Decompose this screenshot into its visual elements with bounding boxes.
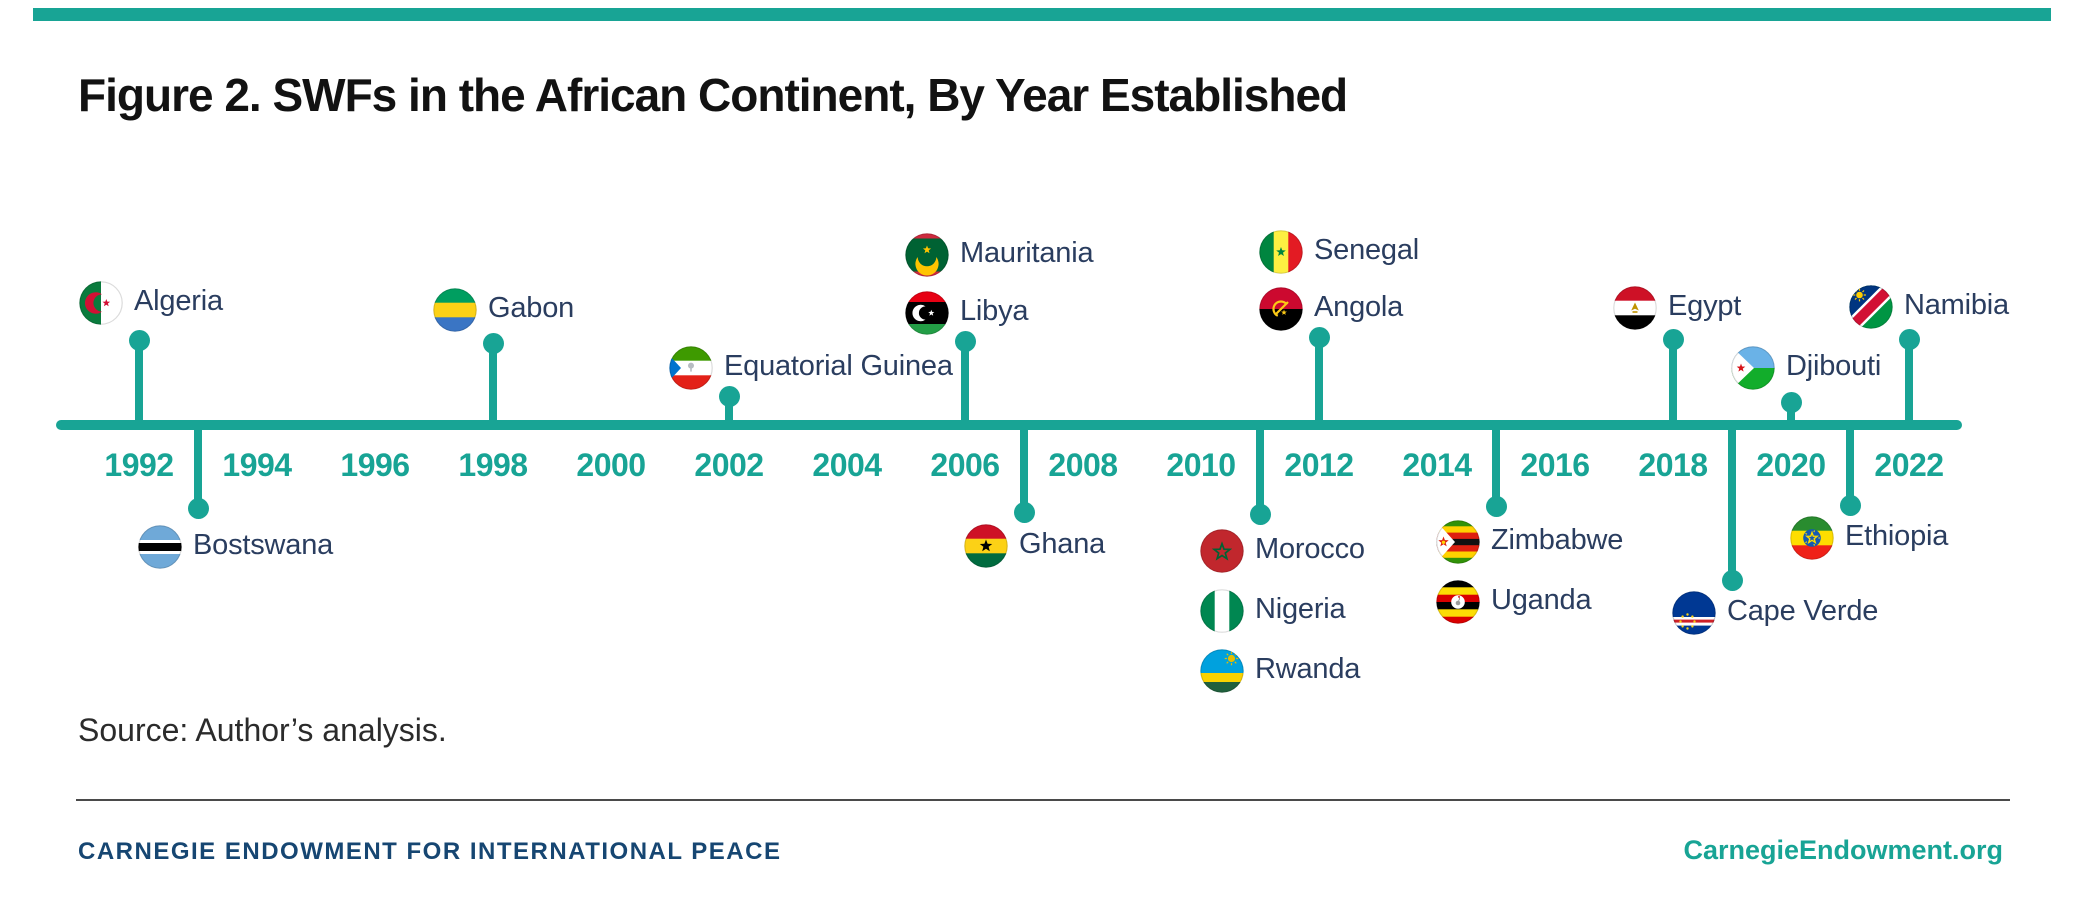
gabon-flag-icon <box>433 288 477 332</box>
country-label: Egypt <box>1668 290 1742 322</box>
year-tick-label: 2000 <box>576 447 646 483</box>
country-label: Senegal <box>1314 234 1420 266</box>
country-label: Cape Verde <box>1727 595 1879 627</box>
timeline-stem <box>961 341 969 420</box>
mauritania-flag-icon <box>905 233 949 277</box>
country-label: Bostswana <box>193 529 334 561</box>
year-tick-label: 2018 <box>1638 447 1708 483</box>
senegal-flag-icon <box>1259 230 1303 274</box>
egypt-flag-icon <box>1613 286 1657 330</box>
country-label: Rwanda <box>1255 653 1361 685</box>
country-label: Equatorial Guinea <box>724 350 953 382</box>
year-tick-label: 2012 <box>1284 447 1354 483</box>
ghana-flag-icon <box>964 524 1008 568</box>
country-label: Uganda <box>1491 584 1592 616</box>
djibouti-flag-icon <box>1731 346 1775 390</box>
country-label: Djibouti <box>1786 350 1882 382</box>
zimbabwe-flag-icon <box>1436 520 1480 564</box>
timeline-dot <box>1485 495 1507 517</box>
timeline-stem <box>725 396 733 420</box>
botswana-flag-icon <box>138 525 182 569</box>
timeline-dot <box>954 330 976 352</box>
timeline-stem <box>1905 339 1913 420</box>
year-tick-label: 2004 <box>812 447 882 483</box>
year-tick-label: 2016 <box>1520 447 1590 483</box>
timeline-dot <box>187 497 209 519</box>
figure-top-accent-bar <box>33 8 2051 21</box>
timeline-dot <box>1839 494 1861 516</box>
country-label: Libya <box>960 295 1029 327</box>
year-tick-label: 2022 <box>1874 447 1944 483</box>
timeline-stem <box>1492 430 1500 506</box>
timeline-stem <box>1669 339 1677 420</box>
timeline-dot <box>482 332 504 354</box>
timeline-stem <box>1846 430 1854 505</box>
footer-divider <box>76 799 2010 801</box>
country-label: Nigeria <box>1255 593 1346 625</box>
country-label: Namibia <box>1904 289 2009 321</box>
footer-org-name: CARNEGIE ENDOWMENT FOR INTERNATIONAL PEA… <box>78 838 782 865</box>
year-tick-label: 1998 <box>458 447 528 483</box>
year-tick-label: 2008 <box>1048 447 1118 483</box>
country-label: Morocco <box>1255 533 1365 565</box>
timeline-stem <box>1020 430 1028 512</box>
timeline-axis-line <box>56 420 1962 430</box>
rwanda-flag-icon <box>1200 649 1244 693</box>
uganda-flag-icon <box>1436 580 1480 624</box>
timeline-dot <box>1780 391 1802 413</box>
morocco-flag-icon <box>1200 529 1244 573</box>
namibia-flag-icon <box>1849 285 1893 329</box>
timeline-dot <box>128 329 150 351</box>
country-label: Angola <box>1314 291 1404 323</box>
year-tick-label: 2014 <box>1402 447 1472 483</box>
year-tick-label: 2002 <box>694 447 764 483</box>
year-tick-label: 1992 <box>104 447 174 483</box>
timeline-dot <box>1898 328 1920 350</box>
country-label: Ethiopia <box>1845 520 1949 552</box>
timeline-stem <box>194 430 202 508</box>
year-tick-label: 1996 <box>340 447 410 483</box>
country-label: Algeria <box>134 285 223 317</box>
timeline-stem <box>1315 337 1323 420</box>
timeline-dot <box>1721 569 1743 591</box>
source-note: Source: Author’s analysis. <box>78 712 447 748</box>
country-label: Gabon <box>488 292 575 324</box>
ethiopia-flag-icon <box>1790 516 1834 560</box>
timeline-dot <box>1308 326 1330 348</box>
timeline-dot <box>718 385 740 407</box>
year-tick-label: 1994 <box>222 447 292 483</box>
country-label: Mauritania <box>960 237 1094 269</box>
country-label: Ghana <box>1019 528 1106 560</box>
angola-flag-icon <box>1259 287 1303 331</box>
timeline-stem <box>489 343 497 420</box>
timeline-stem <box>135 340 143 420</box>
year-tick-label: 2010 <box>1166 447 1236 483</box>
equatorial-guinea-flag-icon <box>669 346 713 390</box>
timeline-dot <box>1662 328 1684 350</box>
nigeria-flag-icon <box>1200 589 1244 633</box>
country-label: Zimbabwe <box>1491 524 1624 556</box>
algeria-flag-icon <box>79 281 123 325</box>
libya-flag-icon <box>905 291 949 335</box>
year-tick-label: 2006 <box>930 447 1000 483</box>
timeline-stem <box>1728 430 1736 580</box>
figure-title: Figure 2. SWFs in the African Continent,… <box>78 69 1348 121</box>
year-tick-label: 2020 <box>1756 447 1826 483</box>
timeline-dot <box>1249 503 1271 525</box>
timeline-stem <box>1256 430 1264 514</box>
timeline-dot <box>1013 501 1035 523</box>
cape-verde-flag-icon <box>1672 591 1716 635</box>
footer-website-link[interactable]: CarnegieEndowment.org <box>1683 835 2003 865</box>
